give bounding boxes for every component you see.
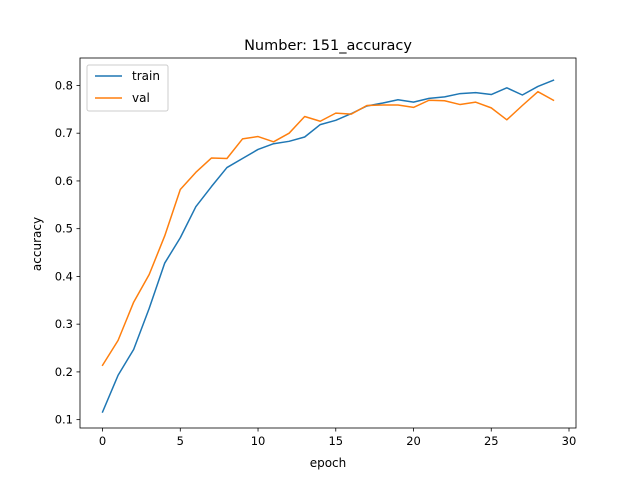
legend: train val — [86, 64, 169, 112]
y-tick-label: 0.7 — [55, 126, 73, 140]
y-tick-label: 0.4 — [55, 269, 73, 283]
x-tick-label: 0 — [99, 434, 106, 448]
x-tick-label: 15 — [328, 434, 343, 448]
y-tick-label: 0.1 — [55, 413, 73, 427]
y-tick-label: 0.8 — [55, 78, 73, 92]
y-tick-label: 0.5 — [55, 222, 73, 236]
series-line-val — [101, 90, 555, 367]
legend-label-val: val — [132, 91, 150, 105]
axes-frame — [79, 57, 577, 429]
x-tick-label: 25 — [484, 434, 499, 448]
plot-area: 0 5 10 15 20 25 30 0.1 0.2 0.3 0.4 0.5 0.6 0.7 0.8 — [55, 57, 577, 448]
series-line-train — [101, 79, 555, 413]
y-tick-label: 0.2 — [55, 365, 73, 379]
chart-title: Number: 151_accuracy — [244, 38, 412, 54]
x-tick-label: 10 — [251, 434, 266, 448]
y-tick-label: 0.6 — [55, 174, 73, 188]
y-tick-label: 0.3 — [55, 317, 73, 331]
x-tick-label: 5 — [177, 434, 184, 448]
x-axis-label: epoch — [310, 456, 347, 470]
legend-label-train: train — [132, 69, 160, 83]
y-axis-label: accuracy — [30, 217, 44, 271]
x-tick-label: 20 — [406, 434, 421, 448]
x-tick-label: 30 — [562, 434, 577, 448]
